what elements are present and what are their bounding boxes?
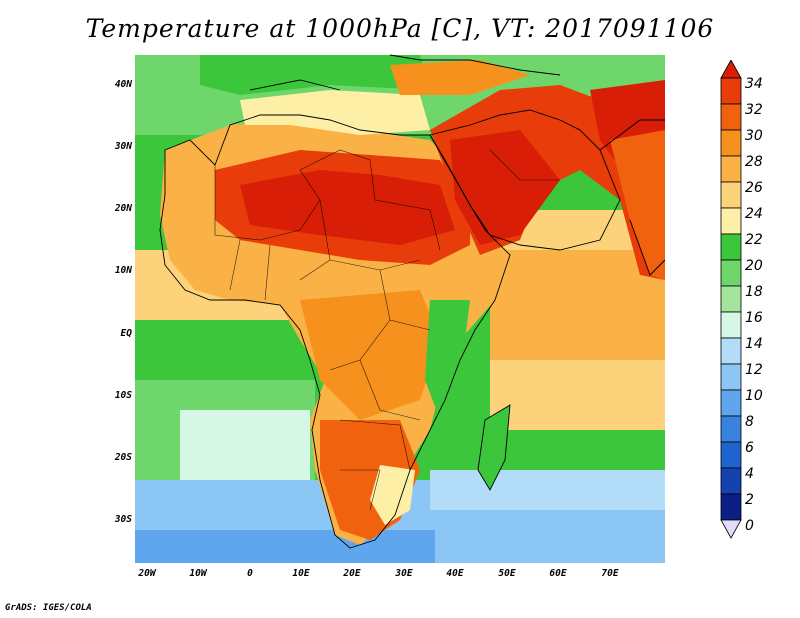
colorbar-segment (720, 129, 742, 157)
highveld (370, 465, 415, 525)
colorbar-segment (720, 259, 742, 287)
colorbar-label-20: 20 (745, 258, 763, 274)
colorbar-segment (720, 493, 742, 521)
colorbar-label-2: 2 (745, 492, 754, 508)
lon-label-60e: 60E (549, 568, 567, 579)
colorbar-bottom-triangle (720, 519, 742, 539)
lat-label-40n: 40N (114, 79, 132, 90)
lat-label-30n: 30N (114, 141, 132, 152)
india (610, 130, 665, 280)
lat-label-10s: 10S (114, 390, 132, 401)
colorbar-label-32: 32 (745, 102, 763, 118)
colorbar-segment (720, 233, 742, 261)
lon-label-40e: 40E (446, 568, 464, 579)
atlantic-green (135, 320, 325, 380)
lat-label-30s: 30S (114, 514, 132, 525)
lon-label-20e: 20E (343, 568, 361, 579)
lat-label-10n: 10N (114, 265, 132, 276)
colorbar-label-26: 26 (745, 180, 763, 196)
colorbar (720, 60, 742, 539)
lon-label-10e: 10E (292, 568, 310, 579)
colorbar-label-8: 8 (745, 414, 754, 430)
lon-label-70e: 70E (601, 568, 619, 579)
colorbar-label-10: 10 (745, 388, 763, 404)
colorbar-segment (720, 181, 742, 209)
colorbar-top-triangle (720, 60, 742, 79)
coastlines (159, 54, 666, 549)
lon-label-0: 0 (247, 568, 253, 579)
colorbar-label-18: 18 (745, 284, 763, 300)
colorbar-segment (720, 207, 742, 235)
colorbar-segment (720, 285, 742, 313)
lon-label-10w: 10W (189, 568, 207, 579)
mediterranean (240, 90, 430, 135)
colorbar-label-0: 0 (745, 518, 754, 534)
footer-credit: GrADS: IGES/COLA (5, 603, 92, 613)
colorbar-segment (720, 337, 742, 365)
colorbar-label-4: 4 (745, 466, 754, 482)
colorbar-segment (720, 103, 742, 131)
colorbar-label-22: 22 (745, 232, 763, 248)
south-atlantic-2 (180, 410, 310, 480)
arabian-sea-zone (490, 240, 665, 370)
colorbar-label-34: 34 (745, 76, 763, 92)
colorbar-segment (720, 467, 742, 495)
lon-label-20w: 20W (138, 568, 156, 579)
lat-label-eq: EQ (120, 328, 132, 339)
colorbar-segment (720, 363, 742, 391)
colorbar-label-24: 24 (745, 206, 763, 222)
lat-label-20n: 20N (114, 203, 132, 214)
map-title: Temperature at 1000hPa [C], VT: 20170911… (85, 14, 715, 43)
country-borders (214, 149, 560, 511)
east-africa-highlands (425, 300, 470, 420)
colorbar-segment (720, 415, 742, 443)
colorbar-label-6: 6 (745, 440, 754, 456)
colorbar-segment (720, 311, 742, 339)
madagascar (478, 405, 510, 490)
colorbar-segment (720, 441, 742, 469)
lat-label-20s: 20S (114, 452, 132, 463)
colorbar-label-14: 14 (745, 336, 763, 352)
central-africa (300, 290, 440, 420)
colorbar-label-30: 30 (745, 128, 763, 144)
lon-label-30e: 30E (395, 568, 413, 579)
lon-label-50e: 50E (498, 568, 516, 579)
colorbar-label-16: 16 (745, 310, 763, 326)
europe-green (200, 55, 430, 95)
colorbar-label-28: 28 (745, 154, 763, 170)
anatolia-warm (390, 60, 530, 95)
colorbar-label-12: 12 (745, 362, 763, 378)
sahara-core (240, 170, 455, 245)
indian-ocean-mid (490, 360, 665, 430)
colorbar-segment (720, 77, 742, 105)
colorbar-segment (720, 155, 742, 183)
southern-ocean-deep (135, 530, 435, 563)
south-indian (430, 470, 665, 510)
colorbar-segment (720, 389, 742, 417)
